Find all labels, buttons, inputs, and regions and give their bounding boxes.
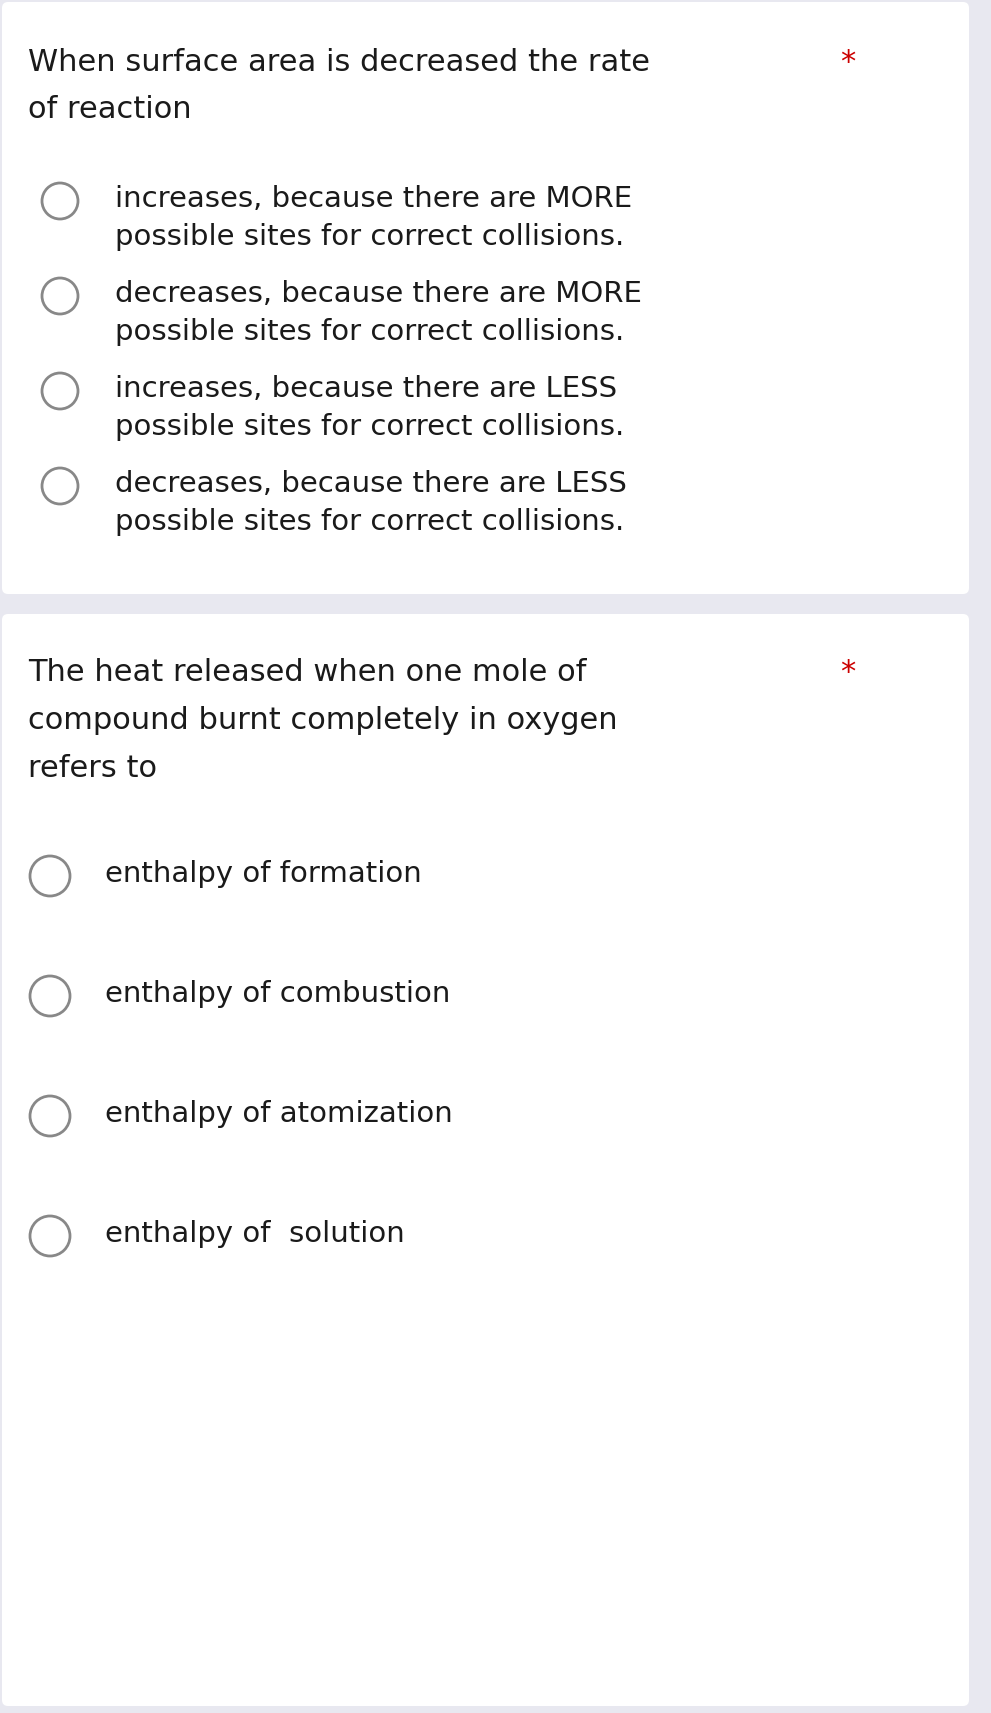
Text: possible sites for correct collisions.: possible sites for correct collisions. [115,319,624,346]
Text: of reaction: of reaction [28,94,191,123]
Text: When surface area is decreased the rate: When surface area is decreased the rate [28,48,650,77]
Text: possible sites for correct collisions.: possible sites for correct collisions. [115,413,624,440]
Text: *: * [840,658,855,687]
Text: increases, because there are MORE: increases, because there are MORE [115,185,632,212]
Text: enthalpy of atomization: enthalpy of atomization [105,1100,453,1127]
FancyBboxPatch shape [2,2,969,594]
Text: enthalpy of combustion: enthalpy of combustion [105,980,450,1007]
Text: decreases, because there are MORE: decreases, because there are MORE [115,279,642,308]
Text: possible sites for correct collisions.: possible sites for correct collisions. [115,509,624,536]
Text: refers to: refers to [28,754,157,783]
Text: *: * [840,48,855,77]
Text: enthalpy of formation: enthalpy of formation [105,860,422,887]
FancyBboxPatch shape [2,613,969,1706]
Text: The heat released when one mole of: The heat released when one mole of [28,658,587,687]
Text: increases, because there are LESS: increases, because there are LESS [115,375,617,403]
Text: decreases, because there are LESS: decreases, because there are LESS [115,469,627,498]
Text: enthalpy of  solution: enthalpy of solution [105,1220,404,1249]
Text: compound burnt completely in oxygen: compound burnt completely in oxygen [28,706,617,735]
Text: possible sites for correct collisions.: possible sites for correct collisions. [115,223,624,252]
